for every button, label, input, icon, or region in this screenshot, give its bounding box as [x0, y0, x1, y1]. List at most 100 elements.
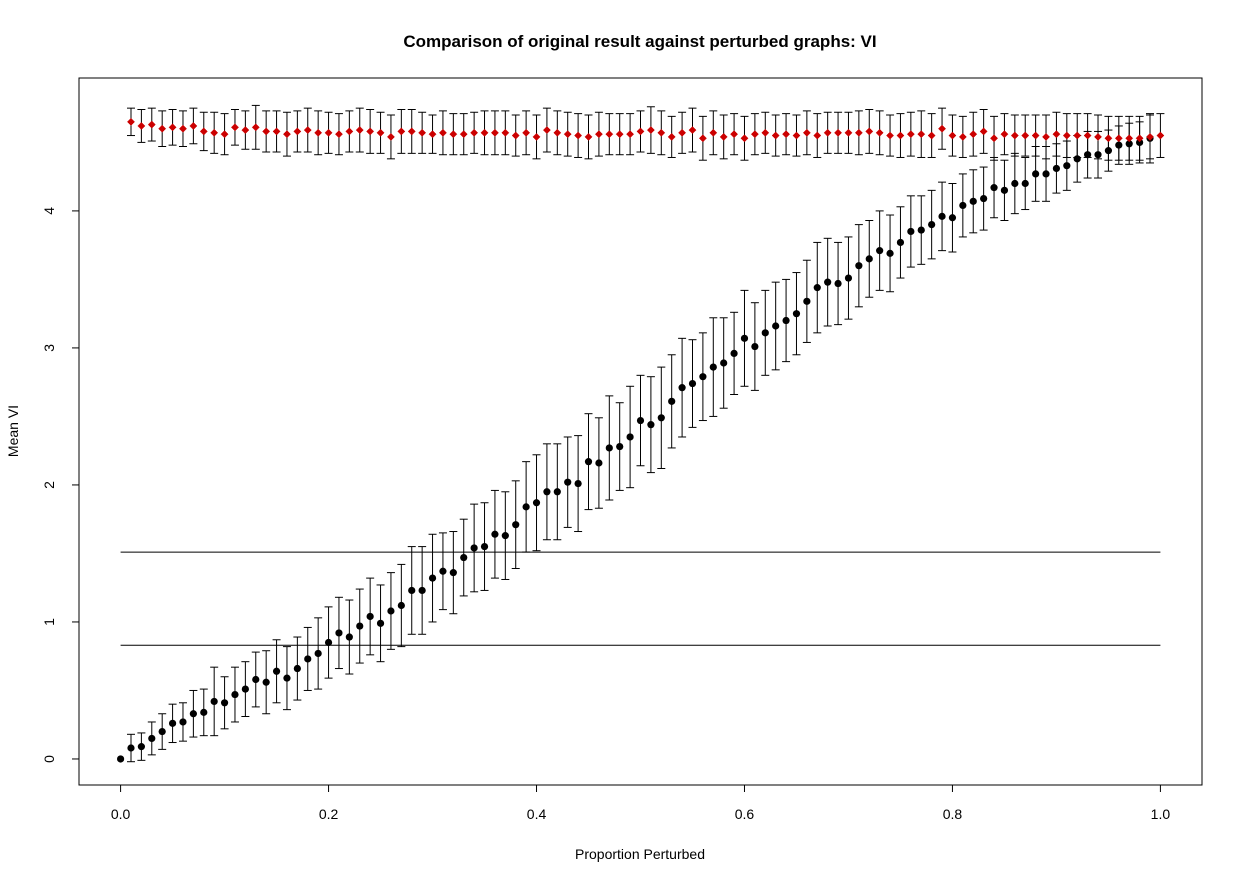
data-point	[876, 247, 884, 255]
data-point	[542, 126, 551, 135]
data-point	[459, 130, 468, 139]
data-point	[657, 128, 666, 137]
data-point	[854, 128, 863, 137]
data-point	[470, 128, 479, 137]
data-point	[802, 128, 811, 137]
data-point	[678, 128, 687, 137]
data-point	[345, 127, 354, 136]
data-point	[397, 601, 405, 610]
series-1	[126, 104, 1165, 161]
data-point	[210, 697, 218, 706]
data-point	[512, 521, 520, 529]
data-point	[137, 122, 146, 130]
data-point	[366, 612, 374, 621]
data-point	[990, 134, 998, 143]
data-point	[813, 131, 822, 140]
data-point	[1042, 170, 1050, 178]
data-point	[428, 574, 437, 582]
data-point	[1063, 162, 1071, 170]
data-point	[324, 638, 333, 647]
data-point	[241, 126, 250, 135]
data-point	[1000, 130, 1009, 139]
data-point	[803, 297, 811, 305]
data-point	[293, 127, 302, 136]
data-point	[906, 130, 915, 139]
data-point	[1031, 131, 1040, 140]
data-point	[792, 131, 801, 140]
data-point	[387, 607, 395, 615]
data-point	[1042, 132, 1050, 141]
data-point	[179, 124, 187, 133]
data-point	[938, 212, 946, 220]
data-point	[730, 130, 739, 139]
data-point	[605, 444, 613, 452]
data-point	[740, 134, 749, 143]
data-point	[179, 718, 187, 726]
data-point	[875, 128, 884, 137]
data-point	[844, 274, 853, 282]
data-point	[564, 478, 572, 486]
data-point	[1073, 131, 1082, 140]
data-point	[771, 131, 780, 140]
data-point	[668, 397, 676, 405]
data-point	[1062, 131, 1071, 140]
data-point	[792, 310, 801, 318]
data-marks	[116, 104, 1165, 763]
data-point	[595, 459, 603, 467]
data-point	[231, 690, 239, 699]
data-point	[657, 414, 665, 422]
data-point	[408, 586, 416, 595]
data-point	[574, 131, 583, 140]
y-axis: 0 1 2 3 4	[41, 207, 80, 763]
reference-lines	[120, 551, 1161, 646]
data-point	[1146, 132, 1154, 141]
data-point	[460, 553, 468, 562]
data-point	[823, 128, 832, 137]
x-tick-label: 0.6	[735, 806, 755, 822]
data-point	[397, 127, 406, 136]
data-point	[168, 719, 177, 727]
data-point	[616, 442, 624, 451]
data-point	[501, 532, 509, 540]
data-point	[907, 227, 915, 236]
data-point	[1094, 132, 1102, 141]
data-point	[335, 130, 343, 139]
data-point	[1021, 179, 1029, 188]
data-point	[200, 708, 208, 716]
data-point	[646, 126, 655, 135]
data-point	[647, 421, 655, 429]
data-point	[199, 127, 208, 136]
data-point	[709, 128, 718, 137]
data-point	[553, 488, 561, 496]
data-point	[636, 127, 645, 136]
data-point	[719, 132, 728, 141]
data-point	[491, 530, 499, 538]
data-point	[886, 249, 894, 257]
data-point	[615, 130, 624, 139]
data-point	[428, 130, 437, 139]
x-tick-label: 0.8	[943, 806, 963, 822]
data-point	[376, 128, 385, 137]
data-point	[834, 279, 842, 288]
data-point	[272, 127, 281, 136]
data-point	[262, 127, 271, 136]
data-point	[303, 126, 312, 135]
data-point	[751, 342, 759, 351]
data-point	[678, 384, 686, 392]
data-point	[896, 131, 905, 140]
data-point	[293, 664, 301, 673]
data-point	[1052, 164, 1061, 173]
data-point	[210, 128, 219, 137]
data-point	[761, 128, 770, 137]
data-point	[813, 284, 821, 292]
data-point	[667, 132, 676, 141]
data-point	[626, 433, 634, 441]
data-point	[314, 128, 323, 137]
data-point	[252, 675, 260, 684]
data-point	[834, 128, 843, 137]
data-point	[304, 655, 312, 663]
data-point	[220, 699, 229, 707]
data-point	[584, 132, 593, 141]
data-point	[1052, 130, 1061, 139]
